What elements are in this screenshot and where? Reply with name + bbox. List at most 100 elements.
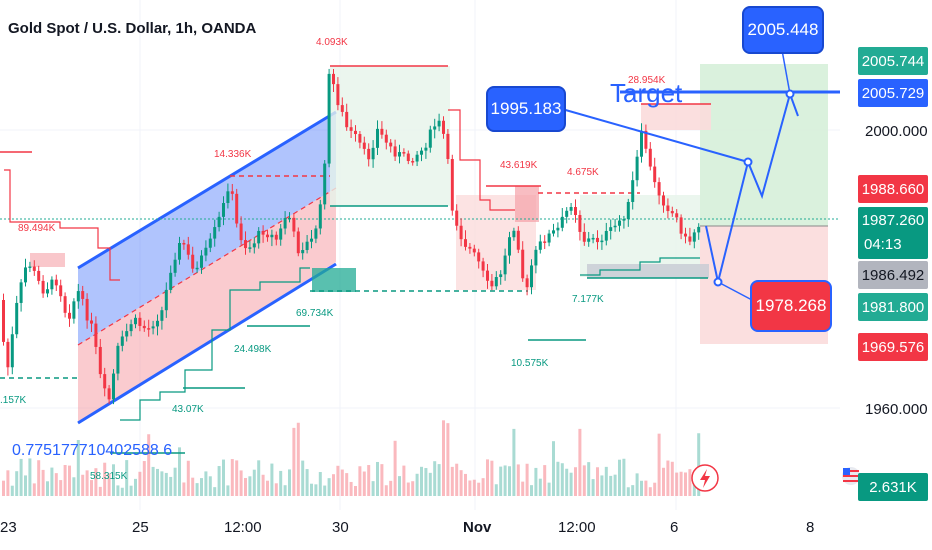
volume-bar [622, 458, 626, 496]
volume-profile-label: 14.336K [214, 149, 252, 160]
volume-bar [389, 480, 393, 496]
volume-bar [195, 483, 199, 496]
candle [59, 285, 63, 297]
callout-1978268[interactable]: 1978.268 [750, 280, 832, 332]
candle [244, 240, 247, 249]
volume-bar [574, 467, 577, 496]
projection-node-2[interactable] [743, 157, 753, 167]
candle [433, 126, 437, 130]
callout-1995183[interactable]: 1995.183 [486, 86, 566, 132]
candle [494, 277, 498, 287]
volume-bar [2, 480, 5, 496]
volume-bar [354, 485, 357, 496]
candle [640, 130, 643, 157]
candle [142, 325, 146, 329]
volume-profile-label: 43.619K [500, 160, 538, 171]
price-tag-1986492: 1986.492 [858, 261, 928, 289]
pointer-1978 [717, 281, 753, 301]
candle [90, 320, 93, 324]
volume-bar [468, 480, 472, 496]
candle [530, 265, 533, 288]
candle [310, 238, 313, 242]
volume-bar [323, 485, 327, 496]
chart-title: Gold Spot / U.S. Dollar, 1h, OANDA [8, 20, 257, 37]
volume-bar [63, 465, 67, 496]
time-tick-nov: Nov [463, 519, 492, 536]
candle [270, 234, 274, 238]
volume-bar [424, 468, 428, 496]
candle [525, 278, 529, 288]
candle [195, 267, 199, 270]
volume-bar [578, 428, 582, 496]
candle [596, 237, 599, 243]
time-tick-8: 8 [806, 519, 814, 536]
volume-bar [666, 460, 670, 496]
volume-bar [543, 465, 547, 496]
volume-bar [332, 474, 335, 496]
volume-bar [648, 487, 652, 496]
volume-bar [50, 467, 54, 496]
volume-bar [587, 462, 591, 496]
level-lines [0, 65, 840, 454]
candle [415, 154, 419, 162]
candle [239, 223, 243, 241]
callout-2005448[interactable]: 2005.448 [742, 6, 824, 54]
volume-bar [252, 469, 256, 496]
volume-bar [37, 460, 41, 496]
price-tick-1960: 1960.000 [865, 401, 928, 418]
volume-bar [631, 485, 635, 496]
candle [428, 129, 432, 148]
candle [578, 215, 582, 232]
candle [200, 255, 203, 268]
candle [288, 217, 291, 220]
candle [389, 142, 393, 147]
volume-profile-label: .157K [0, 395, 26, 406]
candles[interactable] [2, 68, 701, 405]
position-profit-zone[interactable] [700, 64, 828, 226]
volume-bar [59, 480, 63, 496]
volume-bar [318, 472, 322, 496]
volume-bar [24, 475, 27, 496]
volume-bar [459, 470, 463, 496]
volume-bar [336, 465, 340, 496]
candle [160, 310, 164, 321]
volume-bar [688, 469, 692, 496]
candle [697, 226, 701, 233]
volume-bar [129, 485, 133, 496]
candle [600, 240, 604, 243]
candle [24, 267, 27, 283]
candle [631, 180, 635, 202]
volume-bar [640, 480, 643, 496]
volume-bar [547, 482, 551, 496]
projection-node-1[interactable] [713, 277, 723, 287]
candle [662, 195, 665, 206]
volume-profile-label: 7.177K [572, 294, 604, 305]
candle [376, 128, 379, 148]
volume-bar [512, 428, 516, 496]
candle [230, 191, 234, 194]
volume-bar [239, 470, 243, 496]
volume-bar [345, 473, 349, 496]
candle [349, 127, 353, 131]
candle [569, 207, 573, 211]
candle [406, 153, 410, 162]
candle [345, 111, 349, 128]
price-tag-1969576: 1969.576 [858, 333, 928, 361]
volume-bar [530, 485, 533, 496]
flag-icon [842, 467, 860, 485]
channel-top-line[interactable] [77, 110, 337, 270]
candle [450, 159, 454, 211]
volume-bar [433, 461, 437, 496]
candle [283, 218, 287, 229]
volume-bar [138, 471, 142, 496]
volume-bar [314, 484, 318, 496]
flash-icon[interactable] [691, 464, 719, 492]
candle [266, 234, 269, 238]
trail-red-2 [448, 109, 515, 211]
volume-bar [41, 469, 45, 496]
candle [653, 166, 657, 183]
channel-bottom-line[interactable] [77, 262, 337, 425]
volume-bar [103, 462, 107, 496]
projection-node-3[interactable] [785, 89, 795, 99]
